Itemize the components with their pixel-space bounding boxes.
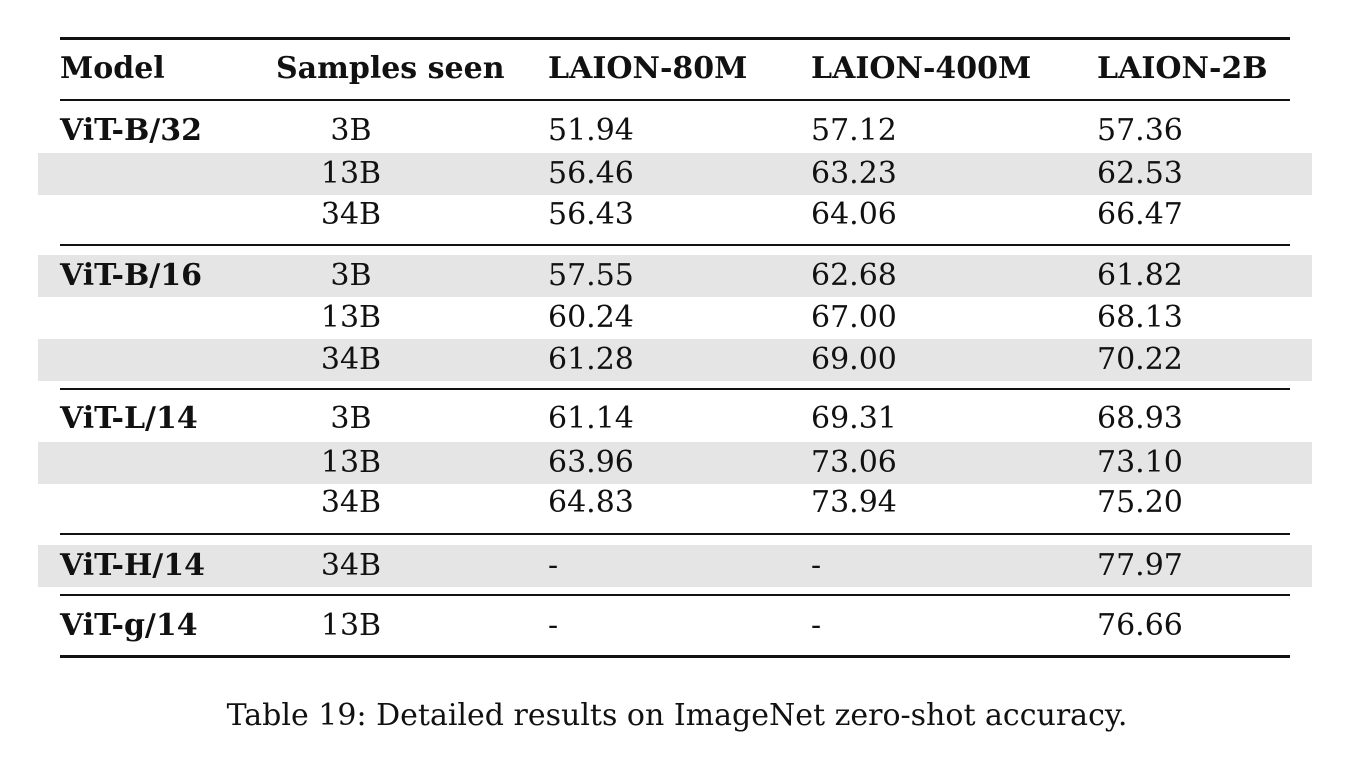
samples-seen-cell: 34B: [320, 548, 382, 583]
laion-2b-cell: 62.53: [1097, 156, 1183, 191]
model-name: ViT-g/14: [60, 608, 198, 643]
laion-2b-cell: 61.82: [1097, 258, 1183, 293]
model-name: ViT-H/14: [60, 548, 206, 583]
laion-400m-cell: 69.00: [811, 342, 897, 377]
samples-seen-cell: 3B: [330, 113, 372, 148]
laion-2b-cell: 68.13: [1097, 300, 1183, 335]
laion-80m-cell: 61.28: [548, 342, 634, 377]
table-row: ViT-B/16 3B 57.55 62.68 61.82: [38, 255, 1312, 297]
laion-80m-cell: 63.96: [548, 445, 634, 480]
laion-2b-cell: 66.47: [1097, 197, 1183, 232]
laion-80m-cell: -: [548, 608, 559, 643]
table-row: ViT-B/32 3B 51.94 57.12 57.36: [38, 110, 1312, 152]
laion-80m-cell: 56.46: [548, 156, 634, 191]
laion-80m-cell: 51.94: [548, 113, 634, 148]
samples-seen-cell: 13B: [320, 608, 382, 643]
header-samples-seen: Samples seen: [276, 51, 505, 86]
model-name: ViT-B/32: [60, 113, 203, 148]
laion-400m-cell: 63.23: [811, 156, 897, 191]
samples-seen-cell: 13B: [320, 445, 382, 480]
laion-80m-cell: -: [548, 548, 559, 583]
group-rule: [60, 533, 1290, 535]
laion-2b-cell: 70.22: [1097, 342, 1183, 377]
laion-80m-cell: 56.43: [548, 197, 634, 232]
table-row: 13B 56.46 63.23 62.53: [38, 153, 1312, 195]
laion-80m-cell: 61.14: [548, 401, 634, 436]
laion-400m-cell: 62.68: [811, 258, 897, 293]
group-rule: [60, 388, 1290, 390]
table-row: 34B 61.28 69.00 70.22: [38, 339, 1312, 381]
laion-2b-cell: 76.66: [1097, 608, 1183, 643]
table-header-row: Model Samples seen LAION-80M LAION-400M …: [38, 48, 1312, 90]
samples-seen-cell: 3B: [330, 258, 372, 293]
laion-400m-cell: -: [811, 548, 822, 583]
header-rule: [60, 99, 1290, 101]
samples-seen-cell: 34B: [320, 197, 382, 232]
samples-seen-cell: 34B: [320, 485, 382, 520]
table-row: 34B 64.83 73.94 75.20: [38, 482, 1312, 524]
table-row: ViT-H/14 34B - - 77.97: [38, 545, 1312, 587]
header-model: Model: [60, 51, 165, 86]
table-top-rule: [60, 37, 1290, 40]
header-laion-400m: LAION-400M: [811, 51, 1032, 86]
laion-2b-cell: 73.10: [1097, 445, 1183, 480]
table-caption: Table 19: Detailed results on ImageNet z…: [226, 698, 1128, 733]
laion-80m-cell: 64.83: [548, 485, 634, 520]
laion-2b-cell: 68.93: [1097, 401, 1183, 436]
model-name: ViT-B/16: [60, 258, 203, 293]
model-name: ViT-L/14: [60, 401, 198, 436]
laion-400m-cell: 57.12: [811, 113, 897, 148]
laion-80m-cell: 57.55: [548, 258, 634, 293]
laion-2b-cell: 75.20: [1097, 485, 1183, 520]
laion-2b-cell: 57.36: [1097, 113, 1183, 148]
group-rule: [60, 244, 1290, 246]
laion-400m-cell: 64.06: [811, 197, 897, 232]
header-laion-80m: LAION-80M: [548, 51, 748, 86]
header-laion-2b: LAION-2B: [1097, 51, 1268, 86]
table-bottom-rule: [60, 655, 1290, 658]
table-row: 13B 60.24 67.00 68.13: [38, 297, 1312, 339]
table-row: 34B 56.43 64.06 66.47: [38, 194, 1312, 236]
table-row: 13B 63.96 73.06 73.10: [38, 442, 1312, 484]
table-row: ViT-L/14 3B 61.14 69.31 68.93: [38, 398, 1312, 440]
samples-seen-cell: 13B: [320, 156, 382, 191]
laion-400m-cell: -: [811, 608, 822, 643]
table-row: ViT-g/14 13B - - 76.66: [38, 605, 1312, 647]
samples-seen-cell: 13B: [320, 300, 382, 335]
laion-2b-cell: 77.97: [1097, 548, 1183, 583]
samples-seen-cell: 3B: [330, 401, 372, 436]
laion-400m-cell: 69.31: [811, 401, 897, 436]
group-rule: [60, 594, 1290, 596]
samples-seen-cell: 34B: [320, 342, 382, 377]
laion-400m-cell: 67.00: [811, 300, 897, 335]
laion-80m-cell: 60.24: [548, 300, 634, 335]
laion-400m-cell: 73.06: [811, 445, 897, 480]
laion-400m-cell: 73.94: [811, 485, 897, 520]
